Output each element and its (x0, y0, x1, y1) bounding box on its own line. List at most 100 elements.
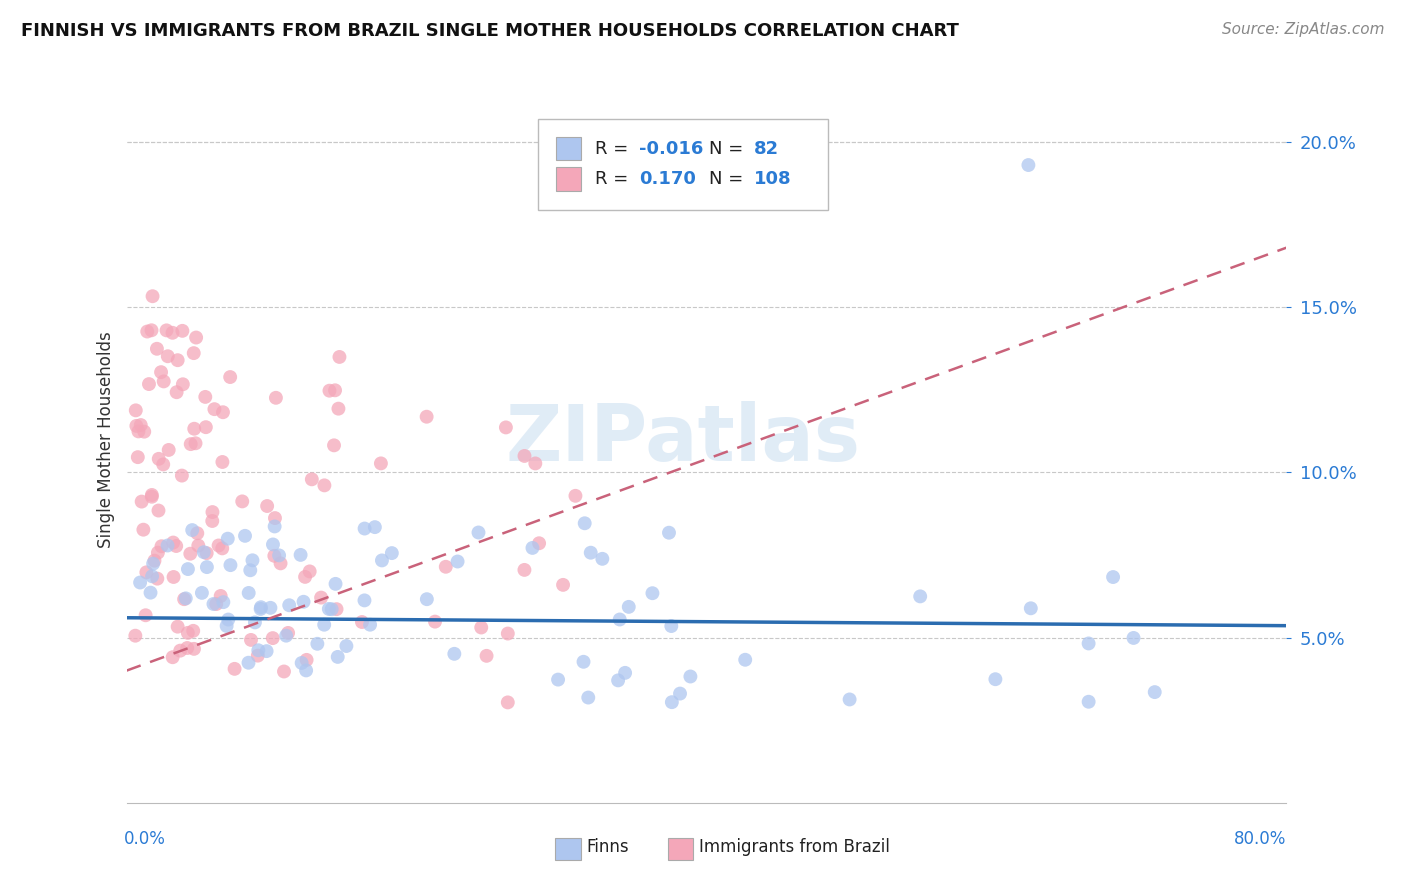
Point (263, 519, 285, 533)
Text: 82: 82 (754, 139, 779, 158)
Point (233, 529, 256, 543)
Point (138, 377, 160, 392)
Point (292, 595, 315, 609)
Text: Finns: Finns (586, 838, 628, 856)
Point (325, 602, 347, 616)
Point (180, 437, 202, 451)
Point (179, 547, 201, 561)
Point (127, 450, 149, 465)
Point (309, 591, 332, 605)
Point (470, 620, 492, 634)
Point (591, 551, 613, 566)
Point (295, 653, 318, 667)
Point (495, 420, 517, 434)
Point (353, 593, 375, 607)
Point (148, 451, 170, 466)
Point (146, 572, 169, 586)
Point (127, 425, 149, 439)
Y-axis label: Single Mother Households: Single Mother Households (97, 331, 115, 548)
Point (908, 590, 931, 604)
Point (240, 632, 263, 647)
Point (162, 326, 184, 340)
Point (207, 539, 229, 553)
Point (446, 554, 468, 568)
Text: R =: R = (595, 139, 634, 158)
Point (576, 690, 599, 705)
Point (614, 665, 637, 680)
Point (270, 557, 292, 571)
Point (276, 629, 298, 643)
Point (195, 560, 218, 574)
Point (1017, 158, 1039, 172)
Point (142, 289, 165, 303)
Point (177, 625, 200, 640)
Point (141, 569, 163, 583)
Text: Source: ZipAtlas.com: Source: ZipAtlas.com (1222, 22, 1385, 37)
Point (734, 653, 756, 667)
Point (641, 586, 664, 600)
Point (211, 541, 233, 556)
Point (381, 546, 404, 560)
Point (262, 631, 284, 645)
Point (1077, 636, 1099, 650)
Point (314, 478, 336, 492)
Point (246, 648, 269, 663)
Point (307, 637, 329, 651)
Point (243, 615, 266, 630)
Point (291, 656, 314, 670)
Point (187, 539, 209, 553)
Point (156, 349, 179, 363)
Point (262, 537, 284, 551)
Point (141, 323, 163, 337)
Point (551, 578, 574, 592)
Point (259, 600, 281, 615)
Point (263, 549, 285, 563)
Point (371, 553, 394, 567)
Point (141, 488, 163, 502)
Point (984, 672, 1007, 686)
Point (173, 592, 195, 607)
Point (139, 585, 162, 599)
Point (295, 664, 318, 678)
Point (325, 577, 347, 591)
Point (191, 586, 214, 600)
Point (169, 643, 191, 657)
Point (572, 655, 595, 669)
Point (141, 490, 163, 504)
Point (838, 692, 860, 706)
Point (152, 375, 174, 389)
Point (273, 665, 295, 679)
Point (617, 599, 640, 614)
Point (318, 384, 340, 398)
Point (183, 422, 205, 436)
Point (256, 644, 278, 658)
Point (136, 325, 159, 339)
Point (172, 377, 194, 392)
Point (607, 673, 630, 688)
Point (679, 669, 702, 683)
Point (249, 602, 271, 616)
Point (359, 617, 381, 632)
Point (162, 650, 184, 665)
Point (181, 624, 204, 638)
Point (661, 695, 683, 709)
Point (1102, 570, 1125, 584)
FancyBboxPatch shape (555, 168, 581, 191)
Text: 80.0%: 80.0% (1234, 830, 1286, 847)
Point (195, 546, 218, 560)
Point (1143, 685, 1166, 699)
Point (239, 563, 262, 577)
Point (415, 409, 437, 424)
Point (301, 472, 323, 486)
Point (547, 673, 569, 687)
Point (211, 455, 233, 469)
Point (183, 641, 205, 656)
Point (205, 597, 228, 611)
Text: Immigrants from Brazil: Immigrants from Brazil (699, 838, 890, 856)
Point (125, 418, 148, 433)
Point (267, 549, 290, 563)
Point (513, 449, 536, 463)
Point (166, 353, 188, 368)
Point (443, 647, 465, 661)
Point (166, 620, 188, 634)
